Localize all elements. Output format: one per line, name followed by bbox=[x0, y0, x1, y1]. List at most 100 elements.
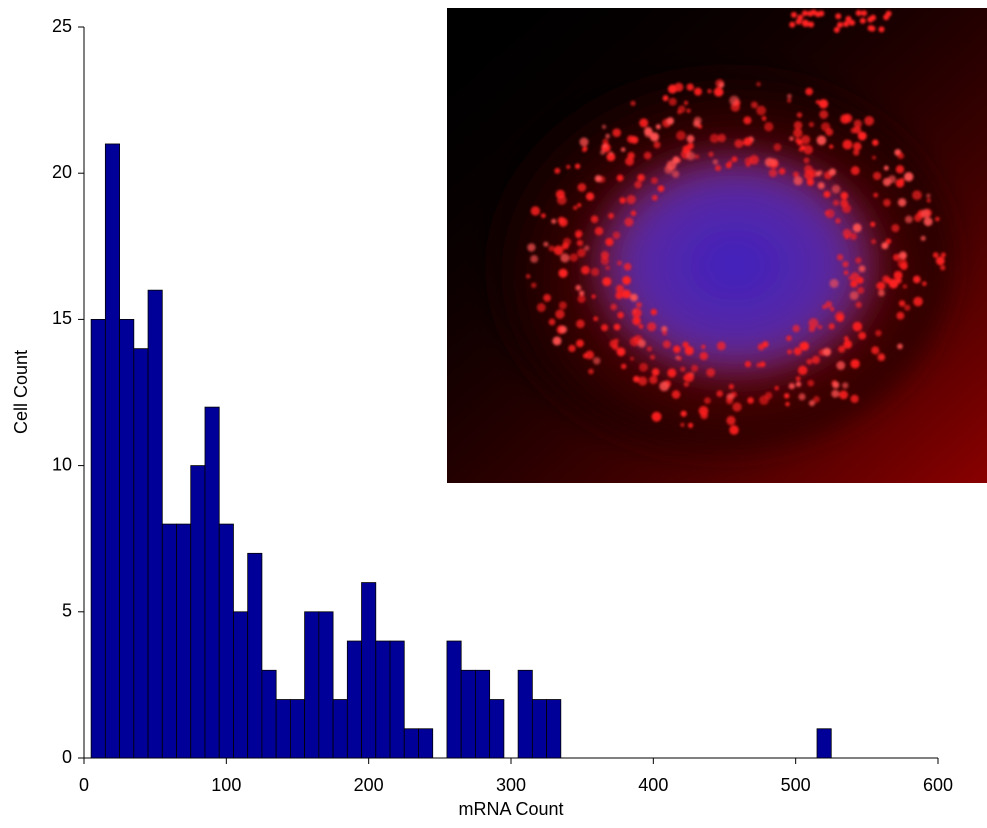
mrna-spot bbox=[759, 361, 766, 368]
mrna-spot bbox=[904, 304, 911, 311]
mrna-spot bbox=[615, 291, 624, 300]
mrna-spot bbox=[579, 290, 585, 296]
mrna-spot bbox=[759, 395, 769, 405]
mrna-spot bbox=[707, 88, 712, 94]
mrna-spot bbox=[634, 180, 642, 189]
mrna-spot bbox=[842, 139, 853, 150]
mrna-spot bbox=[859, 17, 866, 24]
mrna-spot bbox=[582, 353, 589, 359]
x-tick-label: 300 bbox=[496, 775, 526, 795]
mrna-spot bbox=[667, 84, 677, 94]
mrna-spot bbox=[885, 238, 892, 245]
mrna-spot bbox=[552, 336, 562, 346]
mrna-spot bbox=[940, 252, 946, 258]
bar bbox=[346, 640, 362, 759]
mrna-spot bbox=[594, 175, 602, 183]
mrna-spot bbox=[725, 162, 732, 169]
bar bbox=[418, 728, 434, 759]
mrna-spot bbox=[584, 245, 590, 251]
mrna-spot bbox=[913, 275, 921, 284]
mrna-spot bbox=[638, 324, 644, 329]
mrna-spot bbox=[716, 341, 726, 351]
mrna-spot bbox=[896, 311, 905, 320]
mrna-spot bbox=[582, 146, 588, 152]
mrna-spot bbox=[815, 99, 820, 105]
mrna-spot bbox=[693, 116, 702, 125]
mrna-spot bbox=[787, 98, 792, 103]
mrna-spot bbox=[935, 256, 945, 266]
mrna-spot bbox=[644, 129, 653, 138]
mrna-spot bbox=[687, 422, 694, 428]
mrna-spot bbox=[811, 355, 821, 364]
mrna-spot bbox=[620, 363, 627, 370]
mrna-spot bbox=[750, 101, 758, 109]
mrna-spot bbox=[807, 379, 815, 387]
mrna-spot bbox=[600, 256, 610, 265]
mrna-spot bbox=[615, 284, 624, 293]
mrna-spot bbox=[576, 319, 585, 329]
mrna-spot bbox=[558, 301, 567, 310]
mrna-spot bbox=[569, 253, 578, 262]
bar bbox=[147, 289, 163, 759]
mrna-spot bbox=[684, 372, 694, 383]
mrna-spot bbox=[622, 276, 631, 285]
bar bbox=[233, 611, 249, 759]
mrna-spot bbox=[651, 368, 660, 376]
mrna-spot bbox=[891, 224, 900, 233]
mrna-spot bbox=[808, 21, 815, 28]
mrna-spot bbox=[843, 270, 849, 275]
mrna-spot bbox=[850, 359, 860, 369]
mrna-spot bbox=[805, 87, 813, 96]
mrna-spot bbox=[844, 235, 849, 240]
bar bbox=[375, 640, 391, 759]
mrna-spot bbox=[613, 323, 621, 331]
mrna-spot bbox=[793, 347, 802, 356]
mrna-spot bbox=[632, 316, 641, 326]
mrna-spot bbox=[577, 248, 586, 258]
mrna-spot bbox=[683, 100, 689, 105]
mrna-spot bbox=[806, 178, 815, 186]
mrna-spot bbox=[686, 108, 691, 113]
bar bbox=[460, 669, 476, 759]
bar bbox=[304, 611, 320, 759]
mrna-spot bbox=[885, 10, 892, 17]
mrna-spot bbox=[629, 356, 635, 361]
mrna-spot bbox=[793, 128, 803, 138]
mrna-spot bbox=[541, 213, 546, 219]
mrna-spot bbox=[575, 163, 581, 169]
mrna-spot bbox=[553, 245, 564, 256]
bar bbox=[517, 669, 533, 759]
bar bbox=[176, 523, 192, 759]
mrna-spot bbox=[821, 122, 831, 132]
mrna-spot bbox=[764, 122, 774, 132]
mrna-spot bbox=[667, 368, 677, 378]
x-tick-label: 600 bbox=[923, 775, 953, 795]
mrna-spot bbox=[554, 167, 561, 174]
mrna-spot bbox=[912, 190, 922, 201]
mrna-spot bbox=[612, 128, 622, 138]
mrna-spot bbox=[559, 325, 568, 334]
mrna-spot bbox=[822, 304, 827, 310]
mrna-spot bbox=[774, 385, 779, 391]
mrna-spot bbox=[842, 382, 849, 389]
mrna-spot bbox=[673, 345, 681, 354]
y-tick-label: 0 bbox=[62, 747, 72, 767]
mrna-spot bbox=[921, 281, 927, 286]
mrna-spot bbox=[593, 316, 599, 322]
mrna-spot bbox=[926, 198, 931, 203]
mrna-spot bbox=[602, 138, 609, 145]
mrna-spot bbox=[795, 381, 802, 387]
mrna-spot bbox=[543, 241, 549, 247]
mrna-spot bbox=[643, 151, 652, 160]
mrna-spot bbox=[873, 192, 879, 198]
mrna-spot bbox=[626, 194, 636, 205]
mrna-spot bbox=[897, 343, 903, 350]
mrna-spot bbox=[577, 294, 586, 303]
mrna-spot bbox=[619, 197, 626, 204]
mrna-spot bbox=[677, 109, 682, 115]
mrna-spot bbox=[729, 425, 739, 435]
mrna-spot bbox=[822, 347, 832, 357]
mrna-spot bbox=[630, 293, 638, 302]
bar bbox=[403, 728, 419, 759]
